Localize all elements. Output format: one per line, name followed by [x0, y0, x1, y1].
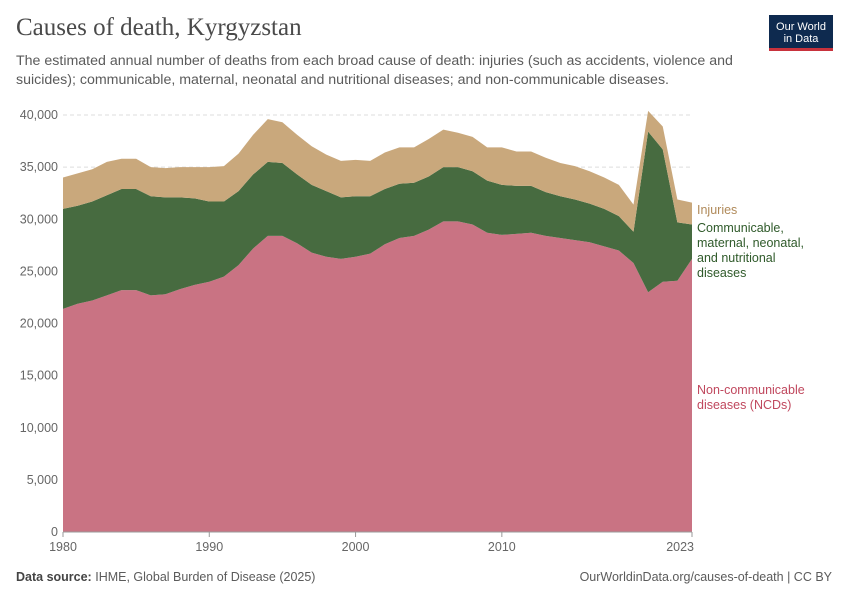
source-url[interactable]: OurWorldinData.org/causes-of-death | CC …	[579, 570, 832, 584]
x-tick-label: 2010	[488, 540, 516, 554]
y-tick-label: 25,000	[20, 264, 58, 278]
data-source: Data source: IHME, Global Burden of Dise…	[16, 570, 315, 584]
legend-communicable-line: maternal, neonatal,	[697, 236, 804, 250]
legend-communicable-line: Communicable,	[697, 221, 784, 235]
legend-communicable-line: and nutritional	[697, 251, 776, 265]
stacked-area-chart: 0 5,000 10,000 15,000 20,000 25,000 30,000 35,0…	[20, 108, 805, 554]
chart-subtitle: The estimated annual number of deaths fr…	[16, 53, 733, 88]
legend-communicable-line: diseases	[697, 266, 746, 280]
legend: Injuries Communicable,maternal, neonatal,…	[697, 203, 805, 412]
y-tick-label: 10,000	[20, 421, 58, 435]
x-tick-label: 2023	[666, 540, 694, 554]
y-tick-label: 0	[51, 525, 58, 539]
x-tick-label: 1990	[195, 540, 223, 554]
area-ncd	[63, 221, 692, 532]
legend-injuries-line: Injuries	[697, 203, 737, 217]
owid-logo[interactable]: Our World in Data	[769, 15, 833, 51]
chart-title: Causes of death, Kyrgyzstan	[16, 14, 302, 41]
x-tick-label: 2000	[342, 540, 370, 554]
x-tick-label: 1980	[49, 540, 77, 554]
logo-line-1: Our World	[776, 20, 826, 33]
y-tick-label: 35,000	[20, 160, 58, 174]
logo-line-2: in Data	[783, 32, 819, 45]
data-source-label: Data source:	[16, 570, 92, 584]
y-tick-label: 15,000	[20, 369, 58, 383]
legend-ncd-line: Non-communicable	[697, 383, 805, 397]
y-tick-label: 40,000	[20, 108, 58, 122]
y-tick-label: 5,000	[27, 473, 58, 487]
legend-ncd-line: diseases (NCDs)	[697, 398, 791, 412]
y-tick-label: 30,000	[20, 212, 58, 226]
area-series	[63, 110, 692, 532]
area-communicable	[63, 131, 692, 309]
area-injuries	[63, 110, 692, 232]
data-source-text[interactable]: IHME, Global Burden of Disease (2025)	[95, 570, 316, 584]
axes: 0 5,000 10,000 15,000 20,000 25,000 30,000 35,0…	[20, 108, 694, 554]
legend-communicable: Communicable,maternal, neonatal,and nutr…	[697, 221, 804, 280]
legend-injuries: Injuries	[697, 203, 737, 217]
y-tick-label: 20,000	[20, 317, 58, 331]
